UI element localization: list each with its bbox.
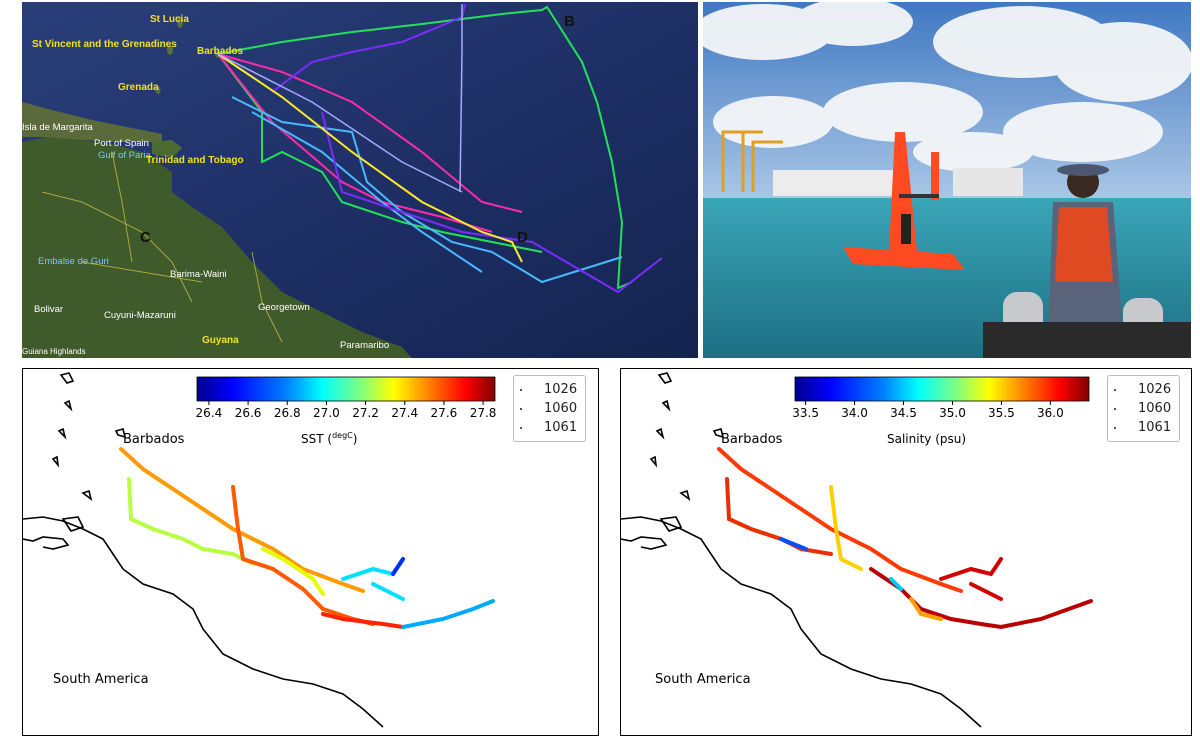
salinity-legend-label: 1026 (1138, 382, 1172, 397)
salinity-tick-label: 34.5 (890, 406, 917, 420)
sst-colorbar-ticks: 26.4 26.6 26.8 27.0 27.2 27.4 27.6 27.8 (196, 401, 497, 420)
label-st-vincent: St Vincent and the Grenadines (32, 39, 177, 50)
sst-tick-label: 27.8 (470, 406, 497, 420)
legend-marker (1114, 407, 1116, 410)
sst-legend-label: 1060 (544, 401, 578, 416)
sst-tick-label: 27.4 (391, 406, 418, 420)
satellite-map-svg: St Lucia St Vincent and the Grenadines B… (22, 2, 698, 358)
track-green-2 (217, 53, 543, 253)
salinity-place-barbados: Barbados (721, 432, 783, 447)
clouds (703, 2, 1191, 172)
track-pink-1 (217, 53, 523, 213)
salinity-tick-label: 34.0 (841, 406, 868, 420)
track-blue-2 (251, 111, 483, 273)
salinity-colorbar-ticks: 33.5 34.0 34.5 35.0 35.5 36.0 (792, 401, 1064, 420)
sst-colorbar-title: SST (degC) (301, 431, 357, 446)
boat-gunwale (983, 322, 1191, 358)
island-st-vincent (167, 45, 173, 55)
label-barbados: Barbados (197, 46, 244, 57)
sst-title-unit: degC (332, 431, 353, 440)
sst-legend-label: 1026 (544, 382, 578, 397)
coastline (23, 372, 384, 728)
label-cuyuni: Cuyuni-Mazaruni (104, 310, 176, 321)
salinity-map-svg: 33.5 34.0 34.5 35.0 35.5 36.0 Salinity (psu) … (621, 372, 1093, 728)
label-guiana-highlands: Guiana Highlands (22, 347, 86, 356)
salinity-colorbar-title: Salinity (psu) (887, 432, 966, 446)
marker-c: C (140, 229, 151, 246)
sst-tick-label: 27.0 (313, 406, 340, 420)
label-paramaribo: Paramaribo (340, 340, 389, 351)
salinity-map-panel: 33.5 34.0 34.5 35.0 35.5 36.0 Salinity (psu) … (620, 368, 1192, 736)
sst-map-panel: 26.4 26.6 26.8 27.0 27.2 27.4 27.6 27.8 SST (de… (22, 368, 599, 736)
label-embalse: Embalse de Guri (38, 256, 109, 267)
legend-marker (520, 388, 522, 391)
label-bolivar: Bolivar (34, 304, 63, 315)
label-st-lucia: St Lucia (150, 14, 189, 25)
sst-place-south-america: South America (53, 672, 149, 687)
cruise-ship-1 (773, 170, 893, 196)
land-venezuela-coast (22, 102, 162, 142)
sst-map-svg: 26.4 26.6 26.8 27.0 27.2 27.4 27.6 27.8 SST (de… (23, 372, 497, 728)
marker-d: D (517, 229, 528, 246)
salinity-tick-label: 33.5 (792, 406, 819, 420)
label-guyana: Guyana (202, 335, 239, 346)
sst-legend-item: 1060 (520, 399, 577, 418)
salinity-legend-label: 1060 (1138, 401, 1172, 416)
salinity-tick-label: 35.5 (988, 406, 1015, 420)
sst-legend-item: 1061 (520, 418, 577, 437)
sst-place-barbados: Barbados (123, 432, 185, 447)
label-grenada: Grenada (118, 82, 159, 93)
glider-tracks (217, 3, 663, 294)
sst-tick-label: 26.6 (235, 406, 262, 420)
salinity-legend-item: 1061 (1114, 418, 1171, 437)
land-trinidad (152, 140, 182, 158)
border-lines (41, 151, 283, 343)
salinity-tracks (717, 447, 1093, 630)
salinity-legend-item: 1026 (1114, 380, 1171, 399)
salinity-legend-item: 1060 (1114, 399, 1171, 418)
marker-b: B (564, 13, 575, 30)
photo-svg (703, 2, 1191, 358)
salinity-legend-label: 1061 (1138, 420, 1172, 435)
track-pink-2 (217, 53, 493, 233)
satellite-track-map: St Lucia St Vincent and the Grenadines B… (22, 2, 698, 358)
sst-tick-label: 27.2 (352, 406, 379, 420)
legend-marker (1114, 388, 1116, 391)
salinity-place-south-america: South America (655, 672, 751, 687)
salinity-legend: 1026 1060 1061 (1107, 375, 1181, 442)
cruise-ship-2 (953, 168, 1023, 196)
legend-marker (1114, 426, 1116, 429)
label-port-of-spain: Port of Spain (94, 138, 149, 149)
track-green-1 (217, 5, 633, 290)
island-st-lucia (177, 16, 183, 28)
coastline (621, 372, 982, 728)
sst-tick-label: 26.8 (274, 406, 301, 420)
label-isla-margarita: Isla de Margarita (22, 122, 93, 133)
legend-marker (520, 426, 522, 429)
sst-tracks (119, 447, 495, 629)
sst-tick-label: 27.6 (431, 406, 458, 420)
land-south-america (22, 137, 412, 358)
sst-legend-item: 1026 (520, 380, 577, 399)
sst-legend-label: 1061 (544, 420, 578, 435)
legend-marker (520, 407, 522, 410)
sst-tick-label: 26.4 (196, 406, 223, 420)
sst-colorbar (196, 376, 496, 402)
saildrone-photo (703, 2, 1191, 358)
track-yellow (217, 53, 523, 263)
label-georgetown: Georgetown (258, 302, 310, 313)
sst-legend: 1026 1060 1061 (513, 375, 587, 442)
label-barima: Barima-Waini (170, 269, 227, 280)
salinity-tick-label: 35.0 (939, 406, 966, 420)
label-trinidad: Trinidad and Tobago (146, 155, 244, 166)
sst-title-main: SST ( (301, 432, 332, 446)
salinity-tick-label: 36.0 (1037, 406, 1064, 420)
port-cranes (721, 130, 783, 192)
salinity-colorbar (794, 376, 1090, 402)
label-gulf-of-paria: Gulf of Paria (98, 150, 152, 161)
track-lavender (217, 4, 463, 193)
saildrone-vessel (843, 132, 965, 270)
sst-title-end: ) (353, 432, 358, 446)
island-grenada (155, 86, 161, 94)
